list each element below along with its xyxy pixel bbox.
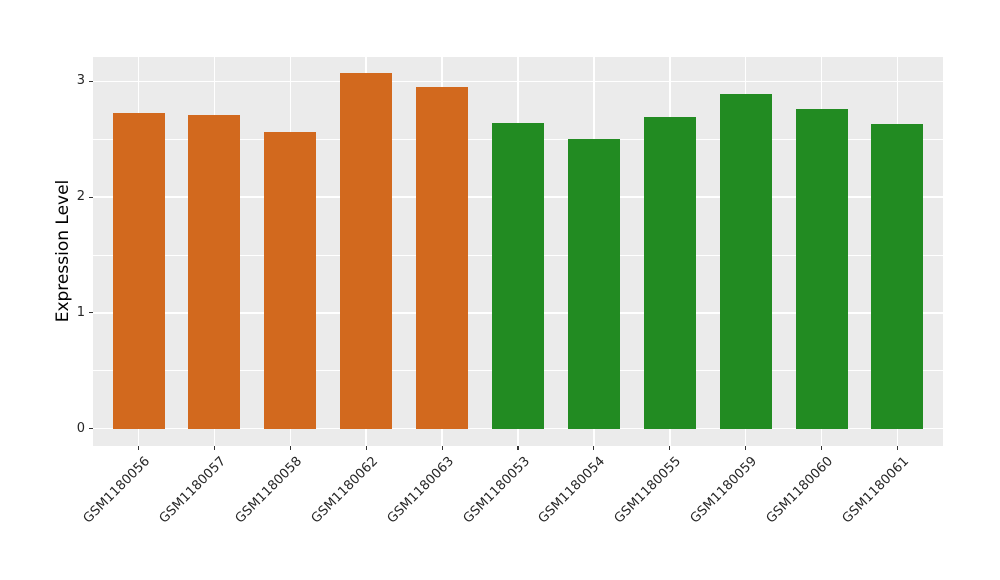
x-tick-mark-GSM1180059 bbox=[745, 446, 747, 450]
x-tick-label-GSM1180059: GSM1180059 bbox=[687, 454, 761, 527]
x-tick-mark-GSM1180057 bbox=[213, 446, 215, 450]
x-tick-label-GSM1180054: GSM1180054 bbox=[536, 454, 609, 527]
bar-GSM1180063 bbox=[416, 87, 469, 429]
x-tick-label-GSM1180060: GSM1180060 bbox=[763, 454, 837, 527]
x-tick-label-GSM1180061: GSM1180061 bbox=[839, 454, 913, 527]
bar-GSM1180053 bbox=[492, 122, 544, 429]
bar-GSM1180060 bbox=[795, 109, 848, 429]
x-tick-mark-GSM1180056 bbox=[137, 446, 140, 450]
x-tick-mark-GSM1180053 bbox=[517, 446, 519, 450]
y-tick-label-3: 3 bbox=[76, 73, 85, 89]
x-tick-label-GSM1180055: GSM1180055 bbox=[611, 454, 685, 527]
x-tick-label-GSM1180053: GSM1180053 bbox=[460, 454, 533, 527]
y-tick-label-1: 1 bbox=[76, 304, 85, 320]
bar-GSM1180054 bbox=[567, 139, 620, 429]
bar-GSM1180061 bbox=[871, 124, 924, 429]
x-tick-mark-GSM1180055 bbox=[669, 446, 671, 450]
x-tick-label-GSM1180058: GSM1180058 bbox=[232, 454, 305, 527]
bar-GSM1180055 bbox=[643, 117, 696, 429]
bar-GSM1180057 bbox=[188, 114, 241, 429]
y-tick-label-2: 2 bbox=[76, 189, 85, 205]
y-tick-mark-1 bbox=[89, 312, 93, 314]
bar-GSM1180058 bbox=[264, 132, 317, 429]
bar-GSM1180056 bbox=[112, 112, 165, 429]
x-tick-label-GSM1180056: GSM1180056 bbox=[80, 454, 154, 527]
x-tick-label-GSM1180063: GSM1180063 bbox=[384, 454, 457, 527]
x-tick-mark-GSM1180054 bbox=[593, 446, 595, 450]
bar-GSM1180059 bbox=[719, 94, 772, 429]
x-tick-mark-GSM1180063 bbox=[441, 446, 443, 450]
x-tick-mark-GSM1180058 bbox=[289, 446, 291, 450]
y-axis-title: Expression Level bbox=[53, 179, 73, 323]
x-tick-label-GSM1180057: GSM1180057 bbox=[156, 454, 230, 527]
y-tick-mark-3 bbox=[89, 80, 93, 82]
x-tick-label-GSM1180062: GSM1180062 bbox=[308, 454, 381, 527]
plot-panel bbox=[93, 57, 943, 446]
x-tick-mark-GSM1180062 bbox=[365, 446, 367, 450]
x-tick-mark-GSM1180060 bbox=[821, 446, 823, 450]
x-tick-mark-GSM1180061 bbox=[896, 446, 898, 450]
y-tick-label-0: 0 bbox=[76, 420, 85, 436]
y-tick-mark-0 bbox=[89, 428, 93, 430]
bar-GSM1180062 bbox=[340, 73, 393, 429]
y-tick-mark-2 bbox=[89, 196, 93, 198]
